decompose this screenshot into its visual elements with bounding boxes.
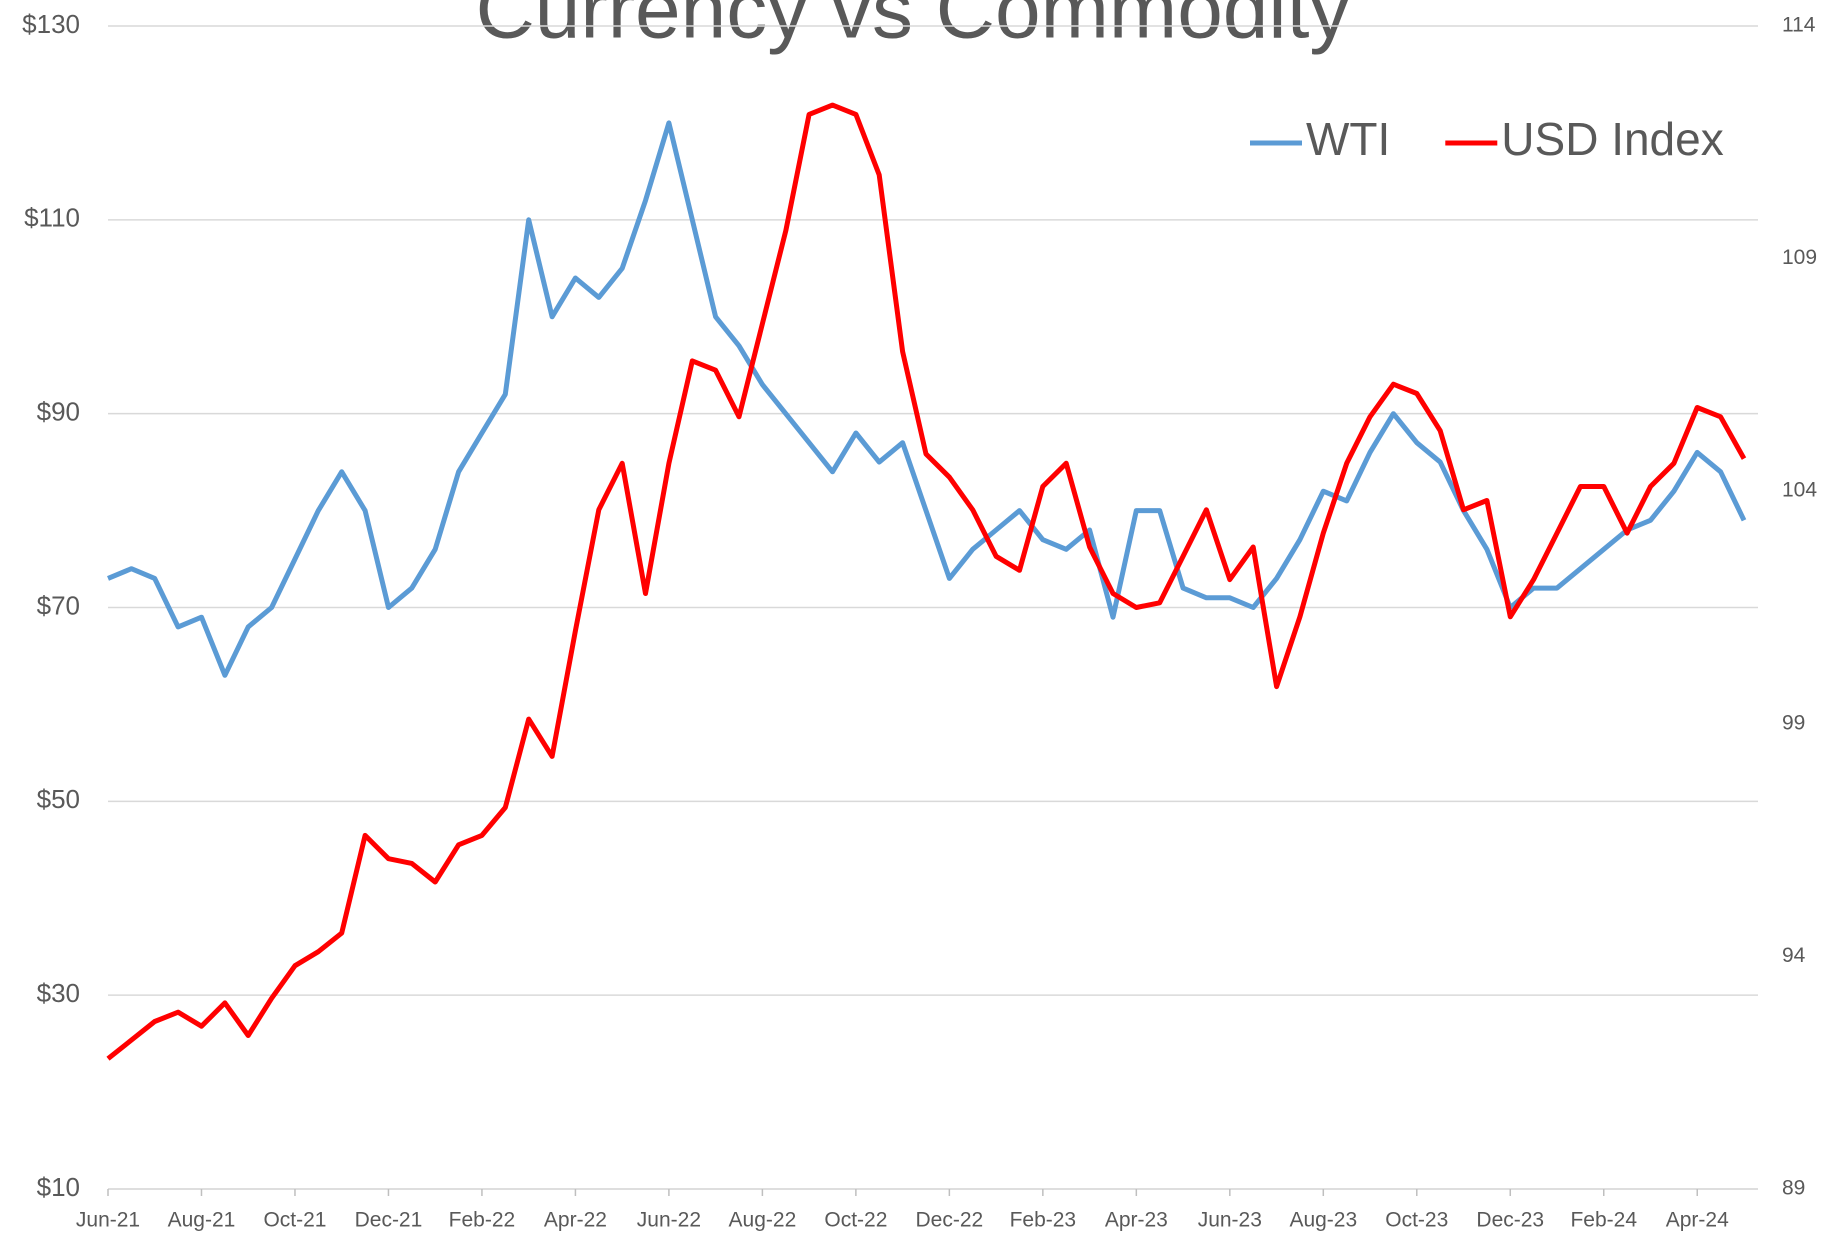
- y-tick-label: $70: [37, 590, 80, 620]
- x-tick-label: Aug-21: [168, 1209, 236, 1232]
- y-tick-label: $90: [37, 397, 80, 427]
- line-series: [107, 120, 1747, 678]
- y2-tick-label: 89: [1782, 1177, 1805, 1200]
- y-tick-label: $110: [24, 203, 80, 233]
- y2-tick-label: 104: [1782, 479, 1817, 502]
- x-tick-label: Apr-22: [544, 1209, 607, 1232]
- y-tick-label: $50: [37, 784, 80, 814]
- legend-label: WTI: [1306, 113, 1390, 165]
- x-tick-label: Oct-23: [1385, 1209, 1448, 1232]
- y2-tick-label: 109: [1782, 246, 1817, 269]
- y2-tick-label: 114: [1782, 14, 1816, 37]
- x-tick-label: Dec-23: [1476, 1209, 1544, 1232]
- x-tick-label: Oct-22: [824, 1209, 887, 1232]
- x-tick-label: Dec-21: [355, 1209, 423, 1232]
- x-tick-label: Apr-24: [1666, 1209, 1729, 1232]
- y2-tick-label: 99: [1782, 711, 1805, 734]
- x-tick-label: Dec-22: [916, 1209, 984, 1232]
- x-tick-label: Jun-23: [1198, 1209, 1262, 1232]
- x-tick-label: Feb-23: [1010, 1209, 1077, 1232]
- chart-title: Currency vs Commodity: [476, 0, 1351, 56]
- x-tick-label: Jun-22: [637, 1209, 701, 1232]
- x-tick-label: Aug-22: [729, 1209, 797, 1232]
- x-tick-label: Apr-23: [1105, 1209, 1168, 1232]
- line-series: [106, 102, 1747, 1061]
- x-tick-label: Jun-21: [76, 1209, 140, 1232]
- legend-label: USD Index: [1501, 113, 1723, 165]
- x-tick-label: Feb-22: [449, 1209, 516, 1232]
- y2-tick-label: 94: [1782, 944, 1806, 967]
- y-tick-label: $10: [37, 1172, 80, 1202]
- y-tick-label: $30: [37, 978, 80, 1008]
- x-tick-label: Feb-24: [1570, 1209, 1637, 1232]
- y-tick-label: $130: [22, 9, 80, 39]
- x-tick-label: Oct-21: [263, 1209, 326, 1232]
- x-tick-label: Aug-23: [1289, 1209, 1357, 1232]
